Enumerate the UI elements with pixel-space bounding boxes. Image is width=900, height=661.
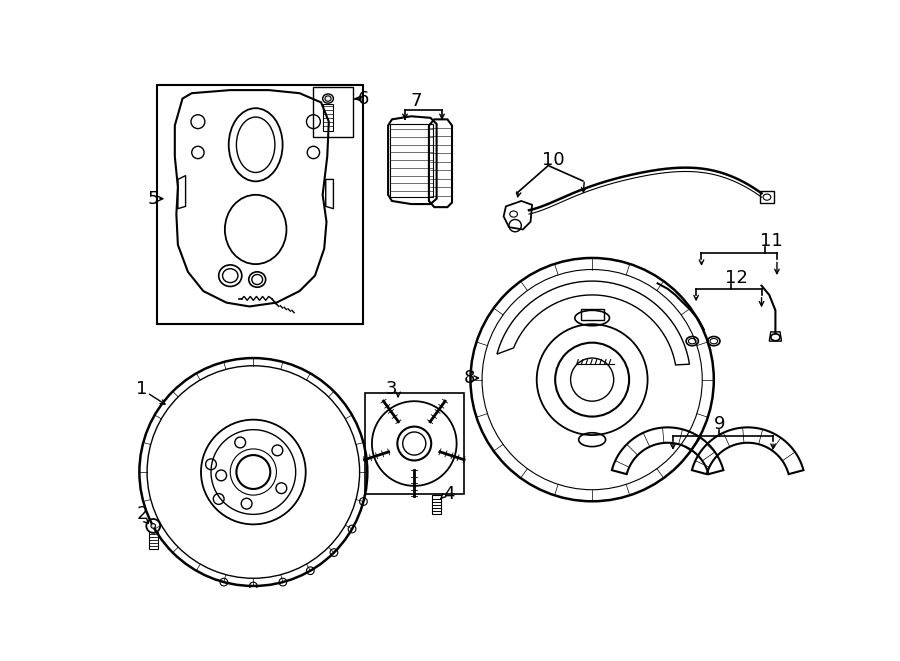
Ellipse shape: [322, 94, 333, 103]
Bar: [365, 393, 464, 494]
Text: 11: 11: [760, 232, 783, 250]
Bar: [323, 104, 333, 131]
Text: 8: 8: [464, 369, 475, 387]
Text: 2: 2: [136, 506, 148, 524]
Text: 5: 5: [148, 190, 159, 208]
Text: 10: 10: [542, 151, 564, 169]
Text: 7: 7: [410, 92, 422, 110]
Text: 12: 12: [724, 269, 748, 287]
Bar: [148, 532, 157, 549]
Text: 6: 6: [358, 90, 369, 108]
Text: 4: 4: [443, 485, 454, 502]
Bar: [580, 309, 604, 321]
Text: 3: 3: [386, 380, 397, 398]
Bar: [391, 124, 433, 197]
Text: 1: 1: [136, 380, 148, 398]
Bar: [158, 85, 364, 324]
Bar: [432, 495, 441, 514]
Bar: [313, 87, 354, 137]
Bar: [760, 191, 774, 202]
Ellipse shape: [151, 524, 156, 528]
Text: 9: 9: [714, 415, 725, 433]
